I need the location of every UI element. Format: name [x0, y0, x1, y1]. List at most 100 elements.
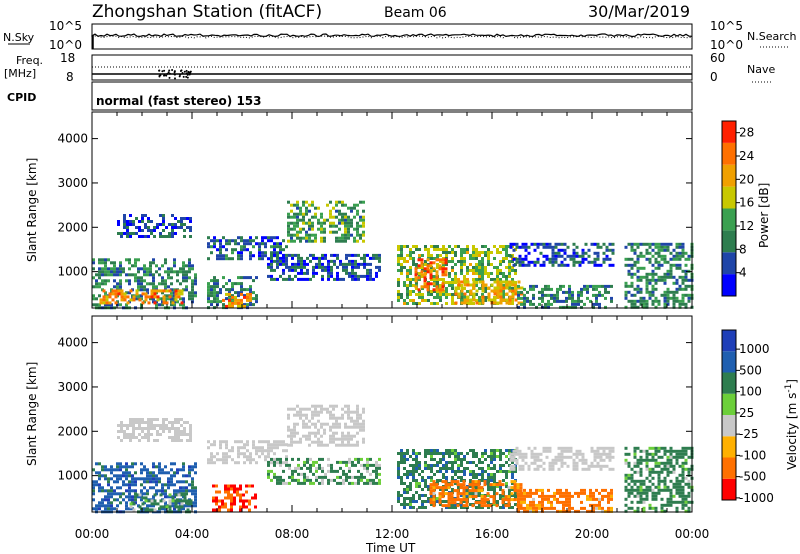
- velocity-cell: [507, 495, 511, 499]
- velocity-cell: [633, 488, 637, 492]
- power-cell: [125, 273, 128, 277]
- velocity-cell: [432, 483, 436, 487]
- power-cell: [182, 279, 185, 283]
- power-cell: [366, 262, 369, 266]
- velocity-cell: [474, 495, 478, 499]
- velocity-cell: [305, 413, 308, 417]
- power-cell: [240, 282, 243, 286]
- power-cell: [347, 218, 350, 222]
- velocity-colorbar-tick-label: -1000: [739, 491, 774, 505]
- power-cell: [92, 294, 95, 298]
- velocity-cell: [556, 500, 559, 504]
- velocity-cell: [442, 458, 445, 461]
- velocity-cell: [296, 422, 299, 426]
- power-cell: [605, 248, 609, 252]
- power-cell: [457, 283, 461, 287]
- power-cell: [359, 200, 362, 204]
- power-cell: [146, 273, 149, 277]
- velocity-cell: [314, 413, 317, 417]
- power-cell: [463, 292, 467, 296]
- power-cell: [397, 245, 400, 248]
- power-cell: [514, 289, 518, 293]
- velocity-cell: [375, 475, 378, 479]
- velocity-cell: [421, 500, 424, 503]
- velocity-cell: [521, 464, 525, 468]
- power-cell: [104, 273, 107, 277]
- velocity-cell: [492, 498, 496, 502]
- velocity-cell: [433, 473, 436, 476]
- velocity-cell: [565, 491, 568, 495]
- velocity-cell: [305, 437, 308, 441]
- velocity-cell: [669, 488, 673, 492]
- power-cell: [514, 292, 518, 296]
- power-cell: [231, 251, 234, 255]
- power-cell: [240, 251, 243, 255]
- power-cell: [98, 261, 101, 265]
- power-cell: [324, 268, 327, 272]
- noise-trace: [91, 33, 693, 49]
- power-cell: [487, 248, 490, 251]
- power-cell: [610, 299, 613, 303]
- velocity-cell: [427, 464, 430, 467]
- power-cell: [279, 256, 282, 260]
- velocity-cell: [239, 493, 242, 497]
- power-cell: [672, 275, 676, 279]
- velocity-cell: [353, 410, 356, 414]
- velocity-cell: [246, 455, 249, 459]
- power-cell: [608, 257, 612, 261]
- power-cell: [520, 302, 523, 306]
- power-cell: [156, 298, 160, 302]
- power-cell: [237, 242, 240, 246]
- power-cell: [569, 254, 573, 258]
- velocity-cell: [347, 443, 350, 447]
- power-cell: [348, 253, 351, 257]
- velocity-cell: [639, 449, 643, 453]
- power-cell: [252, 291, 255, 295]
- power-cell: [463, 287, 466, 290]
- velocity-cell: [326, 422, 329, 426]
- velocity-cell: [225, 446, 228, 450]
- power-cell: [505, 292, 509, 296]
- power-cell: [512, 242, 516, 246]
- velocity-cell: [314, 434, 317, 438]
- velocity-cell: [483, 501, 487, 505]
- velocity-cell: [107, 468, 110, 472]
- velocity-cell: [378, 481, 381, 485]
- velocity-cell: [297, 481, 300, 485]
- velocity-cell: [663, 452, 667, 456]
- power-cell: [375, 271, 378, 275]
- velocity-cell: [678, 464, 682, 468]
- power-cell: [210, 303, 213, 307]
- velocity-cell: [164, 489, 167, 493]
- velocity-cell: [338, 416, 341, 420]
- velocity-cell: [654, 506, 658, 510]
- power-cell: [642, 296, 646, 300]
- velocity-cell: [538, 500, 541, 504]
- velocity-cell: [149, 477, 152, 481]
- power-cell: [633, 293, 637, 297]
- velocity-cell: [182, 489, 185, 493]
- power-cell: [442, 263, 445, 266]
- velocity-cell: [415, 470, 418, 473]
- power-cell: [167, 276, 170, 280]
- velocity-cell: [237, 452, 240, 456]
- power-cell: [338, 212, 341, 216]
- velocity-cell: [475, 464, 478, 467]
- power-cell: [237, 276, 240, 280]
- velocity-cell: [132, 508, 136, 512]
- power-cell: [300, 268, 303, 272]
- power-cell: [472, 302, 475, 305]
- velocity-cell: [378, 463, 381, 467]
- power-cell: [308, 227, 311, 231]
- power-cell: [397, 254, 400, 257]
- velocity-cell: [469, 461, 472, 464]
- velocity-cell: [633, 455, 637, 459]
- velocity-cell: [499, 467, 502, 470]
- velocity-cell: [397, 494, 400, 497]
- velocity-cell: [630, 476, 634, 480]
- velocity-cell: [287, 407, 290, 411]
- velocity-cell: [146, 477, 149, 481]
- velocity-cell: [481, 452, 484, 455]
- power-cell: [332, 206, 335, 210]
- power-cell: [320, 224, 323, 228]
